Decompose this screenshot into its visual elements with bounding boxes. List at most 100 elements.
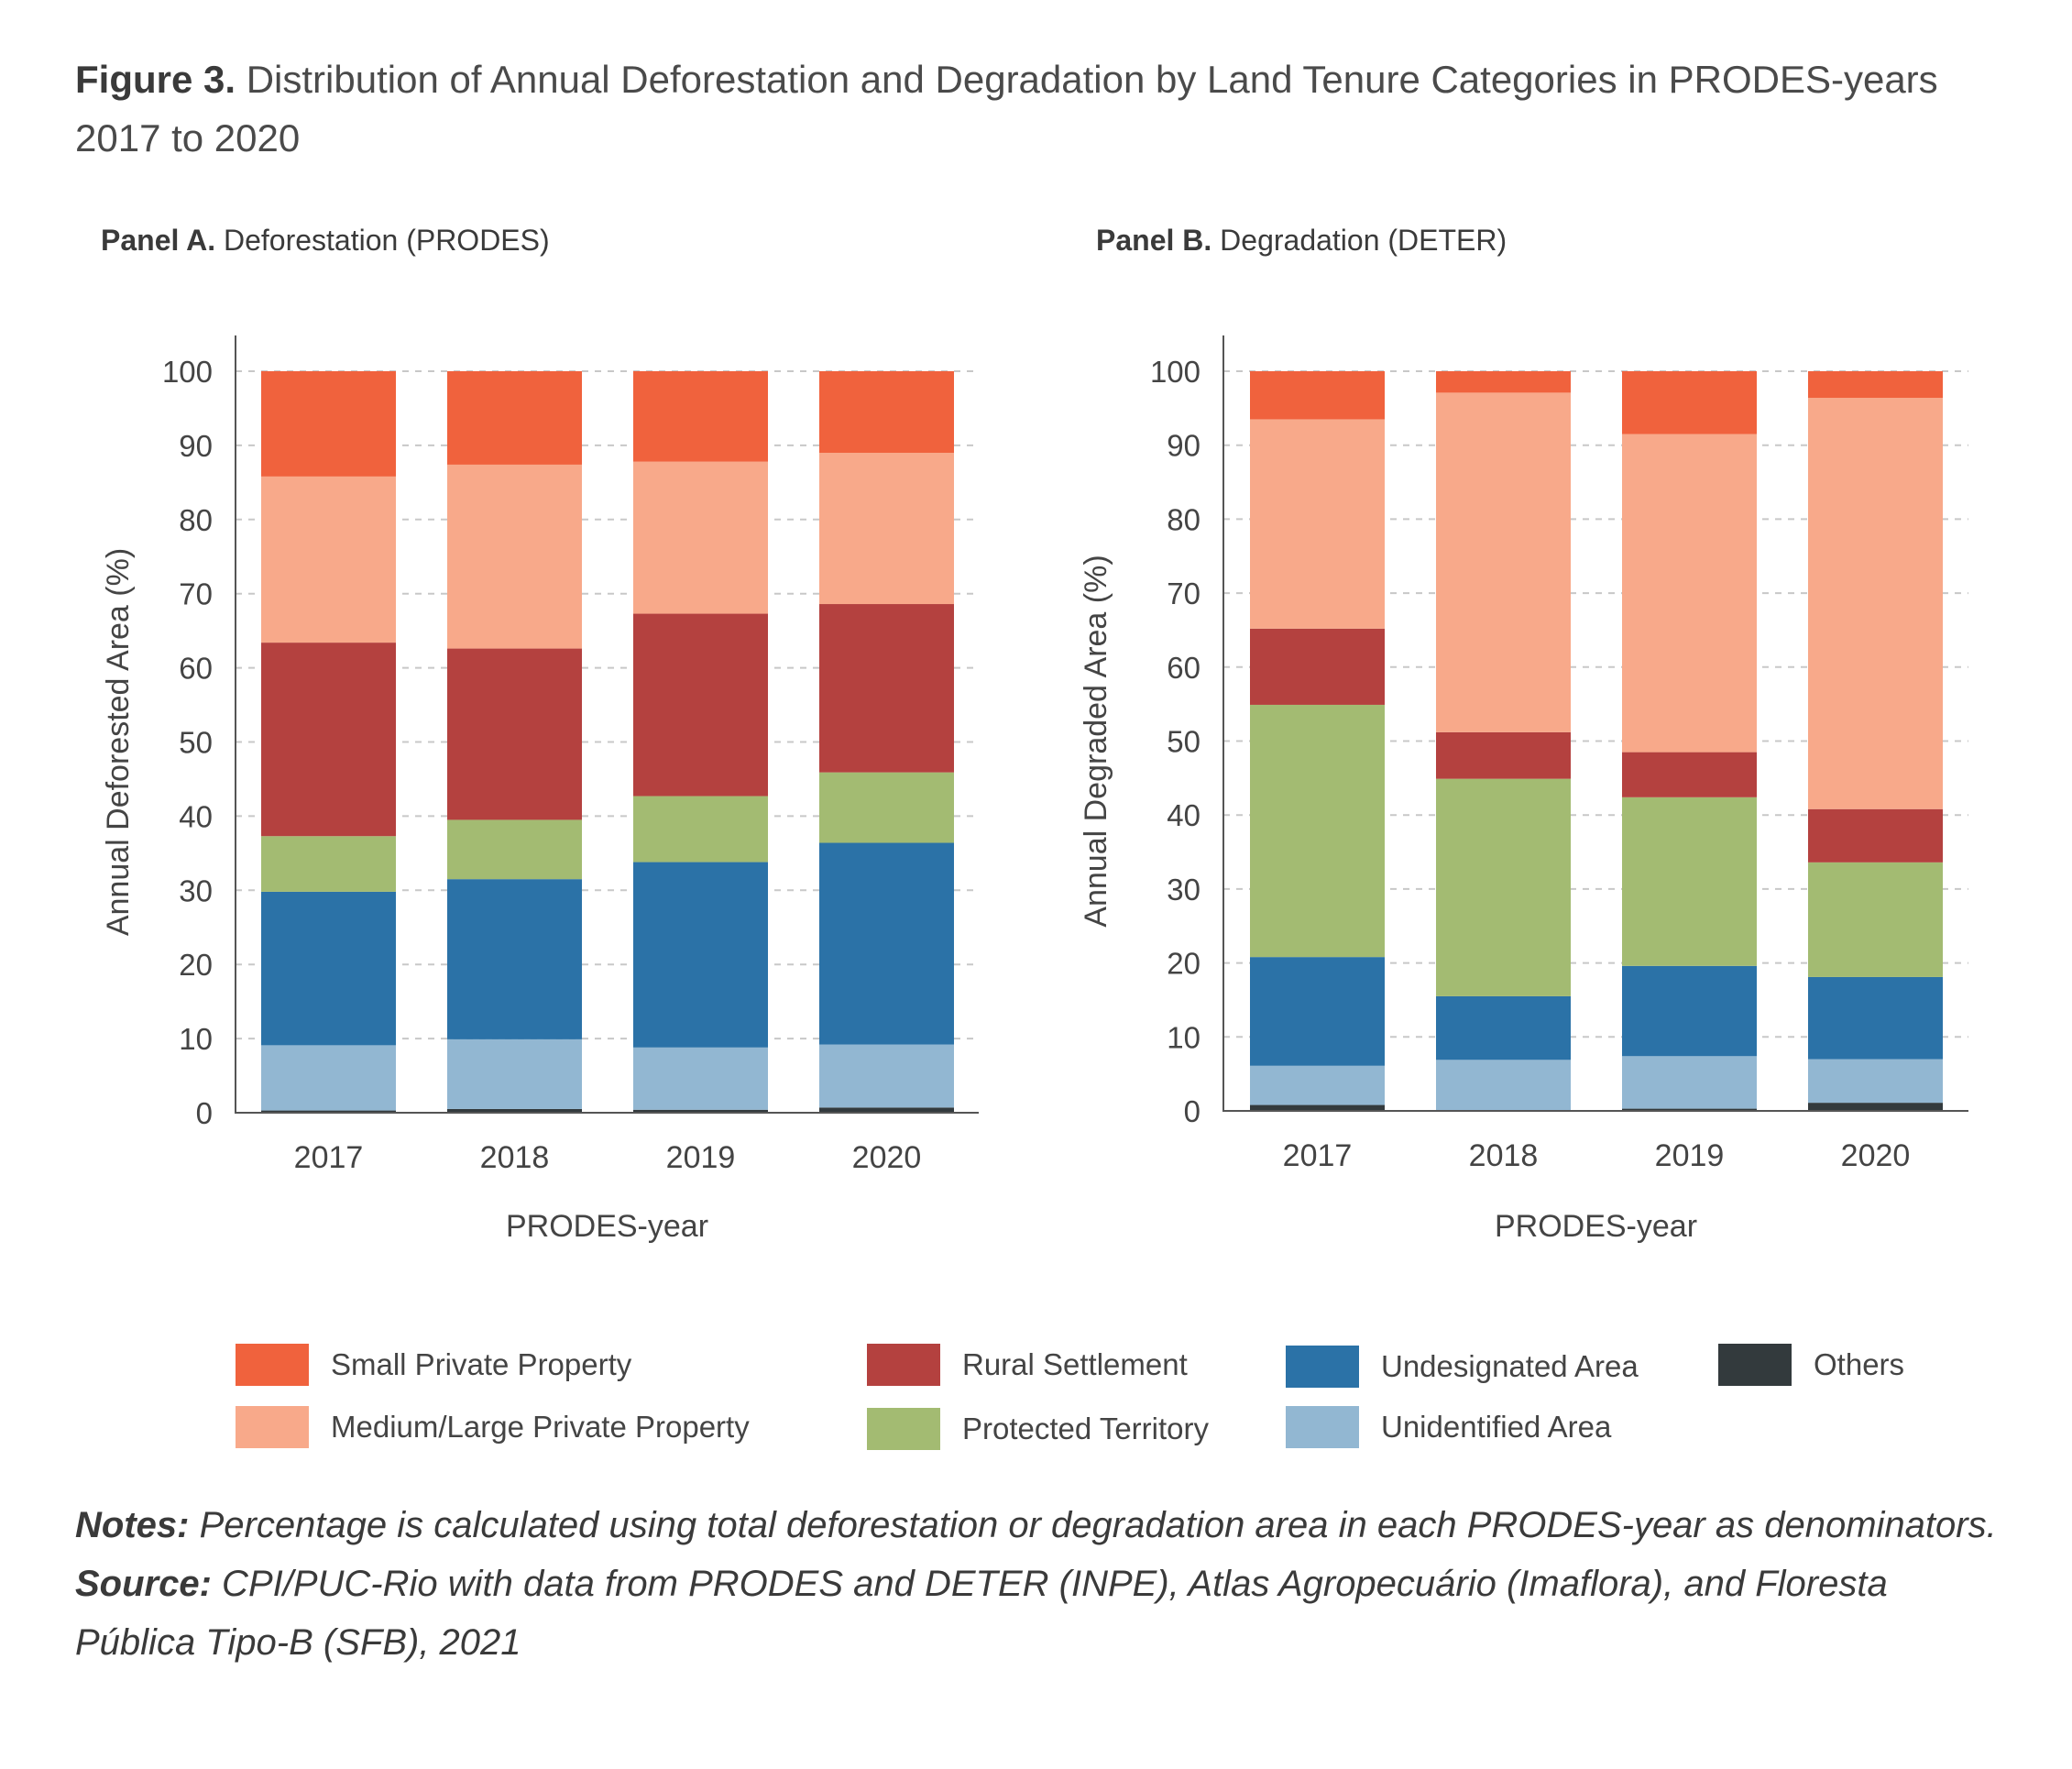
y-axis-title: Annual Deforested Area (%) [101, 548, 136, 936]
bar-segment [819, 842, 954, 1045]
y-tick-label: 0 [1184, 1094, 1200, 1128]
y-tick-label: 10 [1167, 1020, 1200, 1054]
y-tick-label: 100 [162, 355, 213, 389]
y-tick-label: 30 [1167, 873, 1200, 906]
bar-segment [819, 772, 954, 843]
x-tick-label: 2020 [1841, 1138, 1911, 1173]
x-tick-label: 2018 [1469, 1138, 1539, 1173]
bar-segment [447, 648, 582, 820]
bar-segment [1808, 1059, 1943, 1104]
y-tick-label: 40 [1167, 798, 1200, 832]
y-tick-label: 70 [179, 577, 213, 611]
panel-a-title-text: Deforestation (PRODES) [223, 224, 550, 257]
x-tick-label: 2017 [1283, 1138, 1353, 1173]
notes-text: Percentage is calculated using total def… [189, 1505, 1997, 1545]
y-tick-label: 30 [179, 874, 213, 907]
bar-segment [261, 836, 396, 892]
bar-segment [1436, 731, 1571, 779]
source-text: CPI/PUC-Rio with data from PRODES and DE… [75, 1564, 1888, 1663]
y-tick-label: 20 [179, 948, 213, 982]
bar-segment [1250, 704, 1385, 958]
y-tick-label: 60 [1167, 651, 1200, 685]
x-tick-label: 2017 [294, 1140, 364, 1175]
bar-segment [1250, 371, 1385, 420]
bar-segment [633, 613, 768, 797]
bar-segment [1808, 808, 1943, 863]
y-tick-label: 90 [1167, 429, 1200, 463]
bar-segment [819, 452, 954, 605]
bar-segment [447, 464, 582, 649]
bar-segment [633, 371, 768, 462]
y-tick-label: 40 [179, 799, 213, 833]
y-axis-title: Annual Degraded Area (%) [1079, 555, 1113, 927]
x-tick-label: 2019 [666, 1140, 736, 1175]
bar-segment [447, 1108, 582, 1113]
bar-segment [819, 1107, 954, 1113]
bar-segment [1622, 434, 1757, 753]
bar-segment [1808, 398, 1943, 809]
y-tick-label: 0 [196, 1096, 213, 1130]
x-tick-label: 2018 [480, 1140, 550, 1175]
panel-b-label: Panel B. [1096, 224, 1212, 257]
bar-segment [1250, 1065, 1385, 1105]
bar-segment [1808, 862, 1943, 977]
bar-segment [1250, 1104, 1385, 1111]
bar-segment [1436, 1060, 1571, 1111]
x-tick-label: 2020 [852, 1140, 922, 1175]
bar-segment [261, 1110, 396, 1113]
y-tick-label: 70 [1167, 577, 1200, 610]
figure-label: Figure 3. [75, 58, 236, 101]
y-tick-label: 80 [1167, 502, 1200, 536]
bar-segment [633, 862, 768, 1048]
x-tick-label: 2019 [1655, 1138, 1725, 1173]
bar-segment [1622, 1056, 1757, 1109]
source-line: Source: CPI/PUC-Rio with data from PRODE… [75, 1555, 2000, 1672]
bar-segment [819, 604, 954, 773]
bar-segment [261, 476, 396, 643]
bar-segment [261, 643, 396, 837]
y-tick-label: 60 [179, 652, 213, 686]
y-tick-label: 20 [1167, 947, 1200, 981]
bar-segment [1622, 797, 1757, 966]
bar-segment [261, 891, 396, 1046]
bar-segment [1622, 1108, 1757, 1111]
figure-title: Figure 3. Distribution of Annual Defores… [75, 50, 1945, 168]
bar-segment [633, 796, 768, 863]
bar-segment [633, 1047, 768, 1110]
figure-title-text: Distribution of Annual Deforestation and… [75, 58, 1938, 159]
bar-segment [1250, 628, 1385, 705]
y-tick-label: 80 [179, 503, 213, 537]
bar-segment [819, 371, 954, 453]
bar-segment [1808, 1103, 1943, 1111]
bar-segment [633, 1109, 768, 1113]
y-tick-label: 10 [179, 1022, 213, 1056]
panel-b-title: Panel B. Degradation (DETER) [1096, 224, 1507, 258]
y-tick-label: 50 [1167, 725, 1200, 759]
bar-segment [633, 461, 768, 614]
bar-segment [819, 1044, 954, 1108]
bar-segment [1436, 392, 1571, 732]
bar-segment [1622, 965, 1757, 1057]
panel-b-title-text: Degradation (DETER) [1220, 224, 1507, 257]
bar-segment [261, 1045, 396, 1111]
bar-segment [1622, 752, 1757, 797]
y-tick-label: 100 [1150, 355, 1200, 389]
bar-segment [1250, 419, 1385, 629]
notes-label: Notes: [75, 1505, 190, 1545]
bar-segment [1808, 371, 1943, 399]
bar-segment [1436, 778, 1571, 996]
notes-line: Notes: Percentage is calculated using to… [75, 1496, 2000, 1555]
bar-segment [1622, 371, 1757, 434]
x-axis-title: PRODES-year [1495, 1209, 1697, 1244]
source-label: Source: [75, 1564, 212, 1604]
bar-segment [447, 371, 582, 465]
bar-segment [447, 1038, 582, 1109]
bar-segment [261, 371, 396, 477]
x-axis-title: PRODES-year [506, 1209, 708, 1244]
y-tick-label: 50 [179, 726, 213, 760]
bar-segment [447, 819, 582, 880]
bar-segment [1250, 957, 1385, 1066]
bar-segment [1808, 976, 1943, 1060]
notes: Notes: Percentage is calculated using to… [75, 1496, 2000, 1672]
